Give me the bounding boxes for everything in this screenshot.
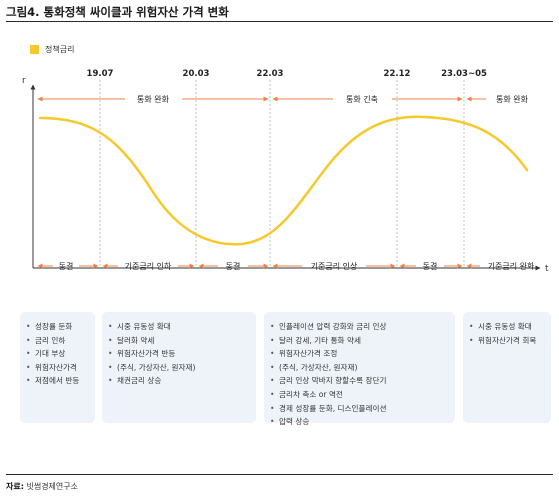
phase-box-2-item: 달러화 약세 (108, 334, 250, 348)
phase-box-3-item: 인플레이션 압력 강화와 금리 인상 (270, 320, 449, 334)
phase-box-2-item: 위험자산가격 반등 (108, 347, 250, 361)
phase-box-1-item: 위험자산가격 (26, 361, 89, 375)
phase-bottom-hold-3: 동결 (423, 261, 438, 271)
phase-top-easing-2: 통화 완화 (496, 95, 529, 104)
legend-swatch (30, 45, 39, 54)
phase-top-tightening: 통화 긴축 (346, 94, 378, 104)
phase-box-3-item: 압력 상승 (270, 415, 449, 429)
phase-description-boxes: 성장률 둔화 금리 인하 기대 부상 위험자산가격 저점에서 반등 시중 유동성… (20, 312, 551, 428)
phase-bottom-rate-hike: 기준금리 인상 (311, 261, 358, 271)
title-divider (6, 21, 553, 22)
phase-box-4: 시중 유동성 확대 위험자산가격 회복 (463, 312, 551, 423)
phase-bottom-hold-2: 동결 (226, 261, 241, 271)
date-label-23-03-05: 23.03~05 (441, 69, 487, 79)
phase-box-2-item: 채권금리 상승 (108, 374, 250, 388)
phase-box-1: 성장률 둔화 금리 인하 기대 부상 위험자산가격 저점에서 반등 (20, 312, 95, 423)
legend: 정책금리 (30, 44, 74, 55)
phase-box-3-item: 금리 인상 막바지 향할수록 장단기 (270, 374, 449, 388)
phase-box-1-item: 저점에서 반등 (26, 374, 89, 388)
phase-bottom-rate-ease: 기준금리 완화 (488, 262, 535, 271)
phase-box-1-item: 기대 부상 (26, 347, 89, 361)
phase-box-2: 시중 유동성 확대 달러화 약세 위험자산가격 반등 (주식, 가상자산, 원자… (102, 312, 256, 423)
phase-bottom-rate-cut: 기준금리 인하 (125, 261, 172, 271)
phase-box-2-item: 시중 유동성 확대 (108, 320, 250, 334)
source-label: 자료: (6, 482, 24, 491)
x-axis-label: t (545, 264, 549, 274)
source-note: 자료: 빗썸경제연구소 (6, 481, 78, 492)
phase-top-easing-1: 통화 완화 (137, 95, 170, 104)
date-label-22-03: 22.03 (257, 69, 284, 79)
phase-box-2-item: (주식, 가상자산, 원자재) (108, 361, 250, 375)
source-text: 빗썸경제연구소 (26, 482, 78, 491)
y-axis-label: r (22, 76, 26, 86)
policy-cycle-diagram: r t 19.07 20.03 22.03 22.12 23.03~05 통화 … (22, 69, 549, 274)
phase-box-3: 인플레이션 압력 강화와 금리 인상 달러 강세, 기타 통화 약세 위험자산가… (264, 312, 455, 428)
date-label-19-07: 19.07 (87, 69, 114, 79)
date-label-20-03: 20.03 (183, 69, 210, 79)
phase-box-1-item: 금리 인하 (26, 334, 89, 348)
date-label-22-12: 22.12 (384, 69, 411, 79)
phase-box-4-item: 시중 유동성 확대 (469, 320, 545, 334)
phase-box-3-item: 위험자산가격 조정 (270, 347, 449, 361)
phase-box-3-item: 경제 성장률 둔화, 디스인플레이션 (270, 402, 449, 416)
figure-title: 그림4. 통화정책 싸이클과 위험자산 가격 변화 (6, 5, 229, 19)
phase-box-1-item: 성장률 둔화 (26, 320, 89, 334)
phase-box-3-item: 달러 강세, 기타 통화 약세 (270, 334, 449, 348)
phase-bottom-hold-1: 동결 (59, 261, 74, 271)
policy-rate-curve (38, 115, 529, 246)
legend-label: 정책금리 (45, 45, 75, 54)
phase-box-3-item: 금리차 축소 or 역전 (270, 388, 449, 402)
phase-box-3-item: (주식, 가상자산, 원자재) (270, 361, 449, 375)
phase-box-4-item: 위험자산가격 회복 (469, 334, 545, 348)
source-divider (6, 474, 553, 475)
